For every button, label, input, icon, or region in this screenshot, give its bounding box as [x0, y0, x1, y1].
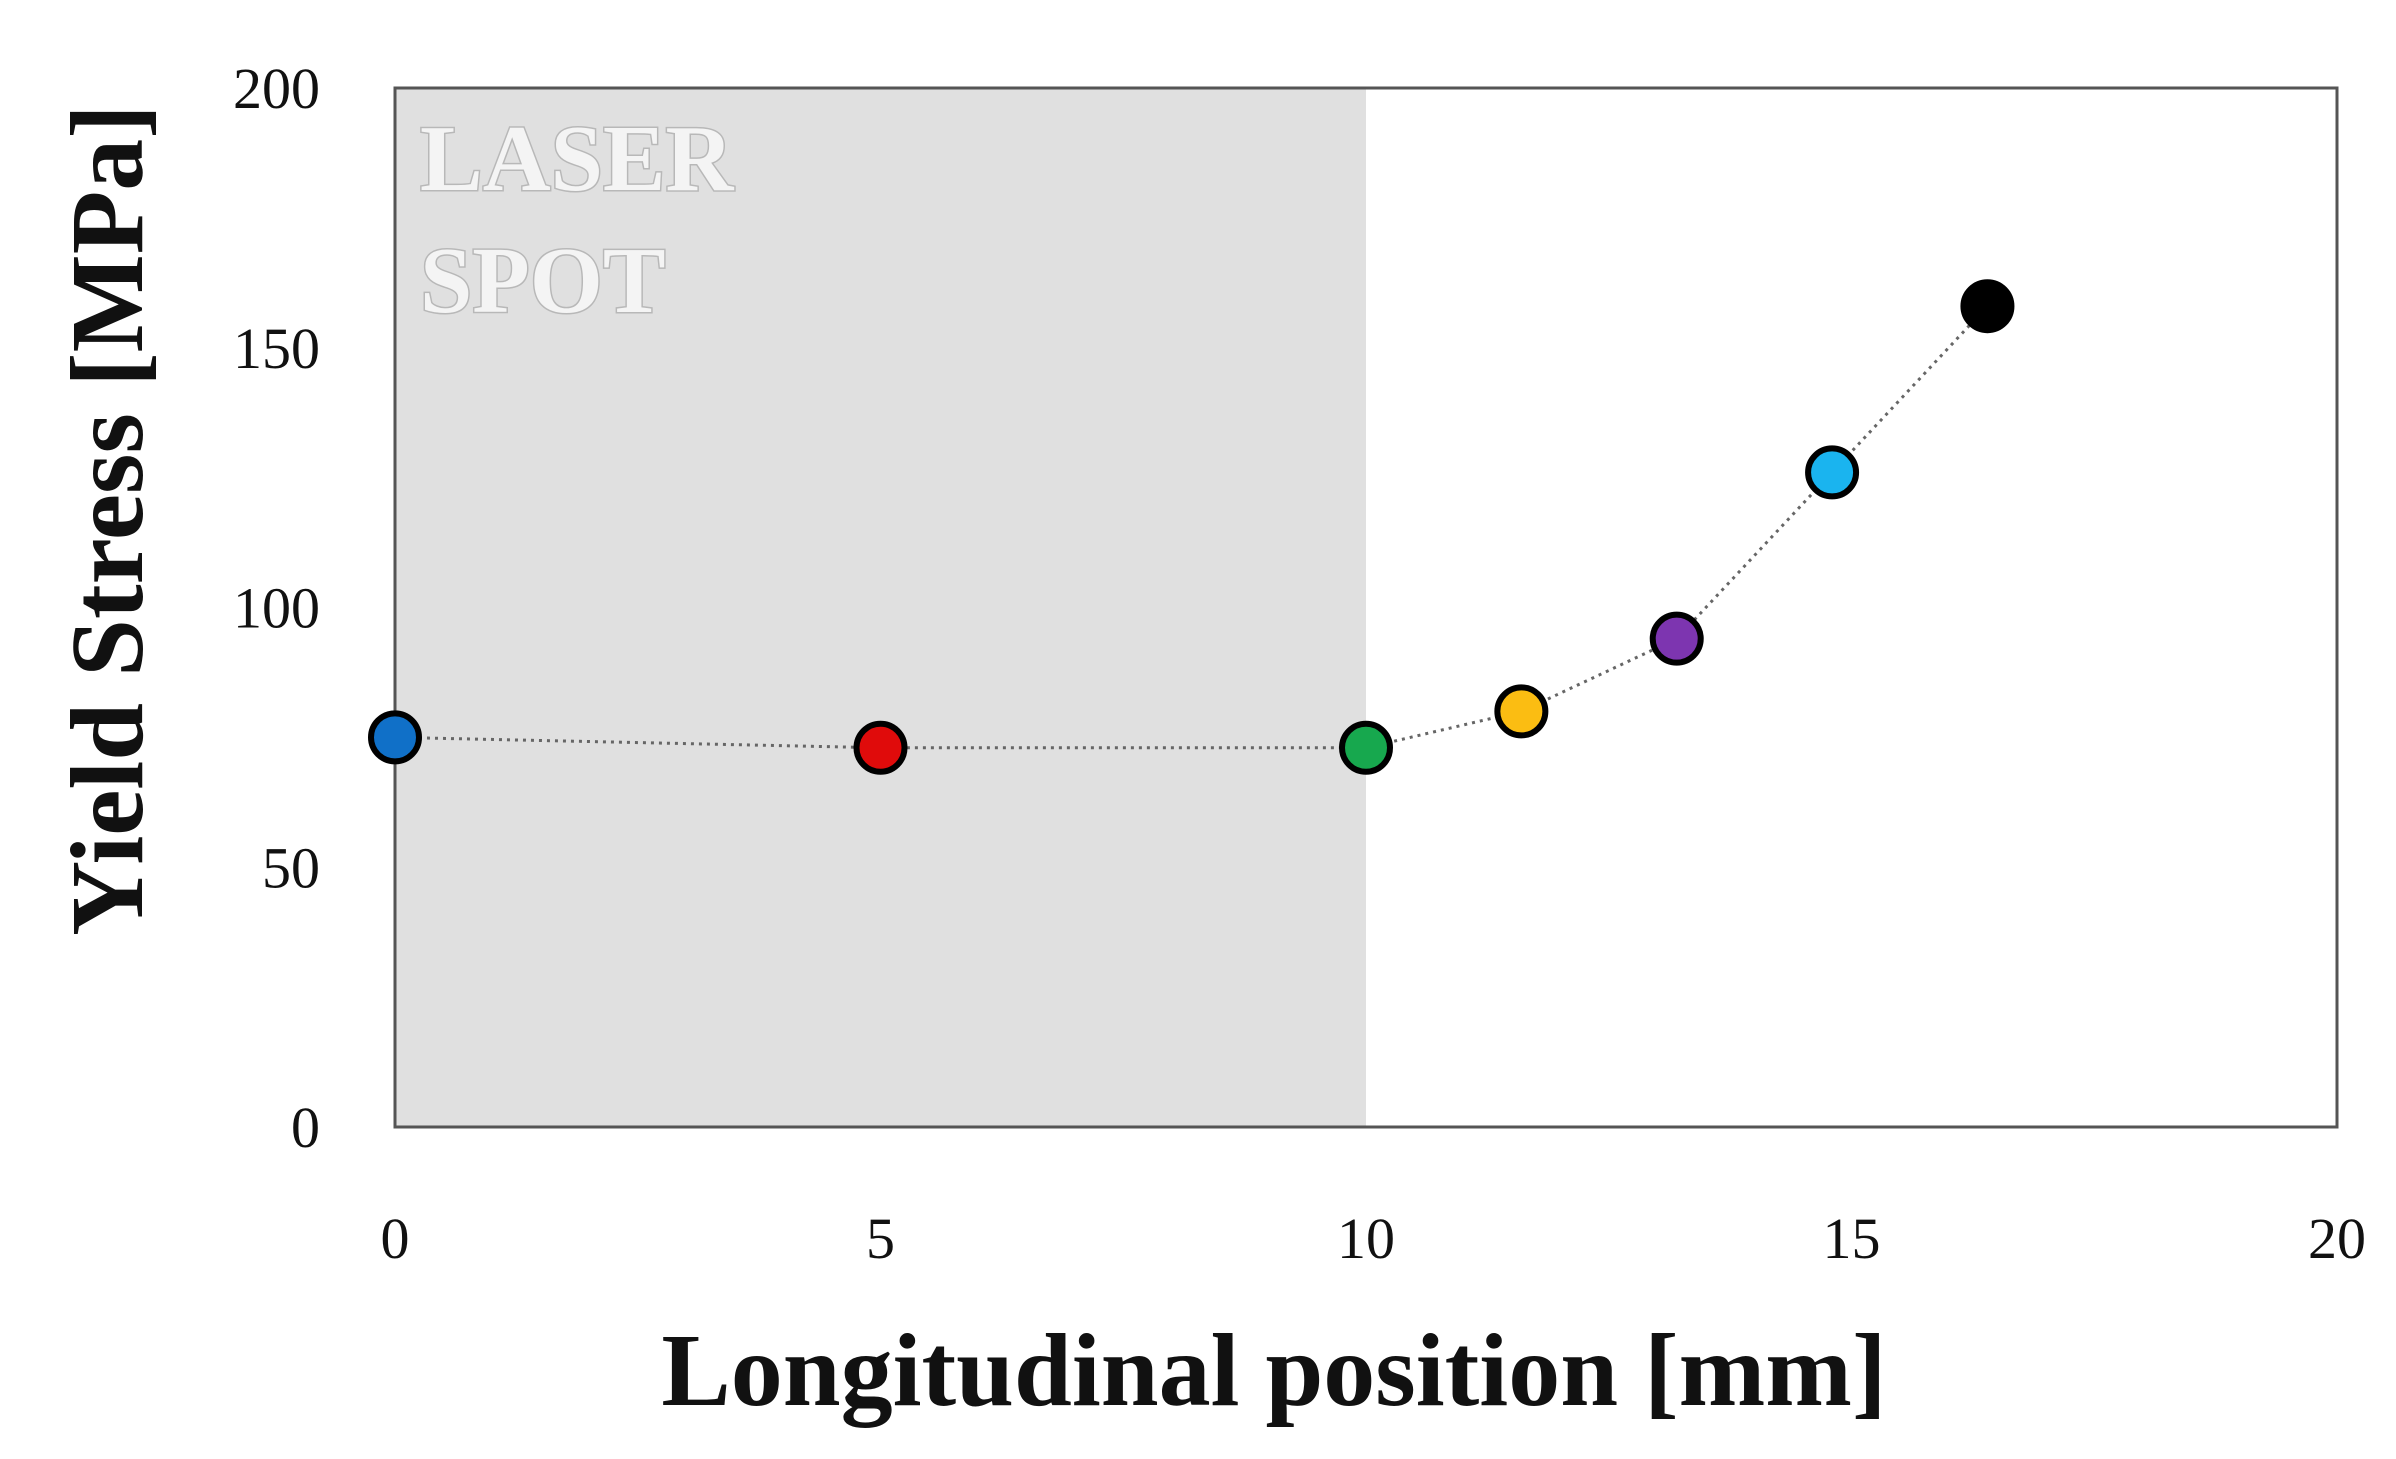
data-point — [1339, 720, 1393, 775]
y-axis-title: Yield Stress [MPa] — [50, 104, 165, 936]
shaded-region — [395, 88, 1366, 1127]
x-tick-label: 5 — [866, 1206, 895, 1271]
laser-spot-label-line-1: LASER — [420, 107, 735, 211]
data-point — [853, 720, 908, 775]
data-point — [1805, 445, 1860, 500]
y-tick-label: 100 — [233, 576, 320, 641]
x-tick-label: 10 — [1337, 1206, 1395, 1271]
plot-frame — [393, 86, 2339, 1129]
y-tick-label: 200 — [233, 56, 320, 121]
y-tick-label: 0 — [291, 1095, 320, 1160]
data-point — [368, 710, 422, 765]
x-axis-title: Longitudinal position [mm] — [661, 1313, 1886, 1428]
y-tick-label: 50 — [262, 835, 320, 900]
data-point — [1960, 279, 2015, 334]
x-tick-label: 15 — [1823, 1206, 1881, 1271]
y-tick-label: 150 — [233, 316, 320, 381]
data-point — [1649, 611, 1704, 666]
data-point — [1494, 684, 1549, 739]
laser-spot-label-line-2: SPOT — [420, 229, 666, 333]
x-tick-label: 0 — [381, 1206, 410, 1271]
x-tick-label: 20 — [2308, 1206, 2366, 1271]
